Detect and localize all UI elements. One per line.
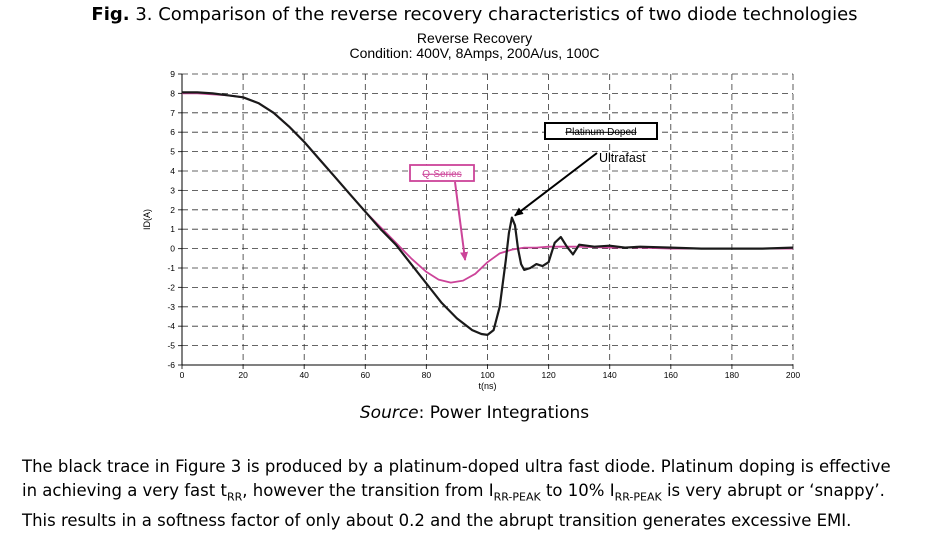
figure-label: Fig. bbox=[91, 4, 130, 25]
chart-title-block: Reverse Recovery Condition: 400V, 8Amps,… bbox=[0, 31, 949, 61]
para-text: in achieving a very fast t bbox=[22, 481, 227, 500]
para-text: to 10% I bbox=[540, 481, 615, 500]
x-tick-label: 80 bbox=[422, 370, 432, 380]
q-series-label: Q-Series bbox=[422, 169, 461, 180]
y-tick-label: 5 bbox=[170, 147, 175, 157]
platinum-doped-arrow bbox=[514, 152, 598, 217]
figure-caption: 3. Comparison of the reverse recovery ch… bbox=[129, 4, 858, 25]
y-tick-label: -6 bbox=[167, 360, 175, 370]
y-tick-label: 3 bbox=[170, 185, 175, 195]
para-text: is very abrupt or ‘snappy’. bbox=[661, 481, 885, 500]
y-tick-label: 7 bbox=[170, 108, 175, 118]
grid-layer bbox=[182, 73, 794, 365]
y-tick-label: 2 bbox=[170, 205, 175, 215]
y-tick-label: 0 bbox=[170, 244, 175, 254]
y-axis-label: ID(A) bbox=[142, 209, 152, 230]
y-tick-label: 4 bbox=[170, 166, 175, 176]
paragraph-line-2: in achieving a very fast tRR, however th… bbox=[22, 479, 942, 509]
annotation-layer: Platinum Doped Ultrafast Q-Series bbox=[409, 122, 658, 262]
para-subscript: RR-PEAK bbox=[614, 490, 662, 504]
y-tick-label: 8 bbox=[170, 88, 175, 98]
y-tick-label: 6 bbox=[170, 127, 175, 137]
series-layer bbox=[182, 91, 794, 336]
body-paragraph: The black trace in Figure 3 is produced … bbox=[22, 455, 942, 533]
x-tick-label: 120 bbox=[542, 370, 556, 380]
x-tick-label: 0 bbox=[180, 370, 185, 380]
x-tick-label: 200 bbox=[786, 370, 800, 380]
y-tick-label: 9 bbox=[170, 69, 175, 79]
x-axis-label: t(ns) bbox=[479, 381, 497, 391]
x-tick-label: 20 bbox=[238, 370, 248, 380]
x-tick-label: 100 bbox=[480, 370, 494, 380]
para-subscript: RR bbox=[226, 490, 243, 504]
platinum-doped-label-box bbox=[544, 122, 658, 140]
ultrafast-label: Ultrafast bbox=[599, 151, 646, 165]
y-tick-label: -5 bbox=[167, 341, 175, 351]
x-tick-label: 180 bbox=[725, 370, 739, 380]
q-series-label-box bbox=[409, 164, 475, 182]
q-series-arrow bbox=[454, 181, 469, 262]
source-label: Source bbox=[359, 403, 419, 423]
y-tick-label: -2 bbox=[167, 282, 175, 292]
x-tick-label: 140 bbox=[603, 370, 617, 380]
y-tick-label: 1 bbox=[170, 224, 175, 234]
x-tick-label: 60 bbox=[361, 370, 371, 380]
series-line-platinum-doped bbox=[182, 91, 794, 336]
y-tick-label: -1 bbox=[167, 263, 175, 273]
paragraph-line-1: The black trace in Figure 3 is produced … bbox=[22, 457, 891, 476]
x-tick-label: 40 bbox=[299, 370, 309, 380]
source-text: : Power Integrations bbox=[418, 403, 590, 423]
chart-title: Reverse Recovery bbox=[416, 30, 533, 46]
paragraph-line-3: This results in a softness factor of onl… bbox=[22, 511, 852, 531]
tick-layer: -6 -5 -4 -3 -2 -1 0 1 2 3 4 5 6 7 8 9 0 20 40 60 80 100 120 140… bbox=[142, 69, 800, 391]
figure-title: Fig. 3. Comparison of the reverse recove… bbox=[0, 4, 949, 25]
y-tick-label: -3 bbox=[167, 302, 175, 312]
platinum-doped-label: Platinum Doped bbox=[565, 127, 636, 138]
para-text: , however the transition from I bbox=[242, 481, 494, 500]
source-line: Source: Power Integrations bbox=[0, 403, 949, 423]
para-subscript: RR-PEAK bbox=[493, 490, 541, 504]
chart-subtitle: Condition: 400V, 8Amps, 200A/us, 100C bbox=[349, 45, 600, 61]
x-tick-label: 160 bbox=[664, 370, 678, 380]
reverse-recovery-chart: -6 -5 -4 -3 -2 -1 0 1 2 3 4 5 6 7 8 9 0 20 40 60 80 100 120 140… bbox=[142, 69, 800, 391]
y-tick-label: -4 bbox=[167, 321, 175, 331]
